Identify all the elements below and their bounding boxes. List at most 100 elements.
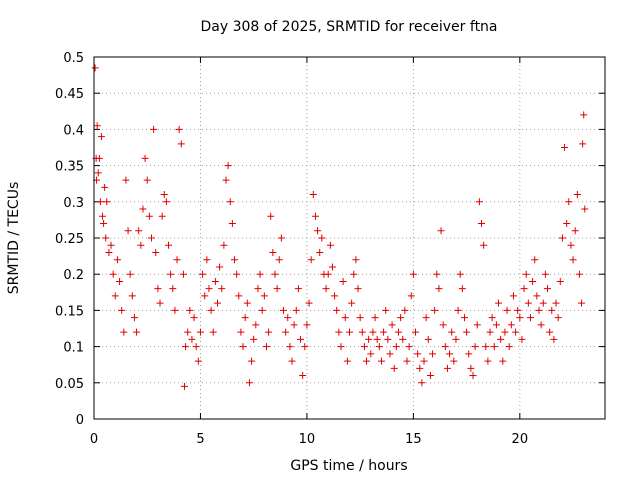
data-point bbox=[433, 270, 441, 278]
data-point bbox=[322, 285, 330, 293]
data-point bbox=[173, 256, 181, 264]
data-point bbox=[207, 306, 215, 314]
y-tick-label: 0.35 bbox=[55, 160, 84, 175]
data-point bbox=[213, 299, 221, 307]
data-point bbox=[558, 234, 566, 242]
y-tick-label: 0.1 bbox=[63, 341, 84, 356]
data-point bbox=[392, 343, 400, 351]
data-point bbox=[343, 357, 351, 365]
data-point bbox=[497, 335, 505, 343]
data-point bbox=[139, 205, 147, 213]
data-point bbox=[167, 270, 175, 278]
data-point bbox=[375, 343, 383, 351]
data-point bbox=[328, 263, 336, 271]
data-point bbox=[231, 256, 239, 264]
data-point bbox=[516, 314, 524, 322]
data-point bbox=[388, 321, 396, 329]
data-point bbox=[122, 176, 130, 184]
data-point bbox=[265, 328, 273, 336]
data-point bbox=[201, 292, 209, 300]
data-point bbox=[348, 299, 356, 307]
data-point bbox=[171, 306, 179, 314]
data-point bbox=[284, 314, 292, 322]
y-tick-label: 0.2 bbox=[63, 268, 84, 283]
data-point bbox=[537, 321, 545, 329]
data-point bbox=[331, 292, 339, 300]
data-point bbox=[365, 335, 373, 343]
data-point bbox=[309, 191, 317, 199]
data-point bbox=[522, 270, 530, 278]
data-point bbox=[539, 299, 547, 307]
data-point bbox=[397, 314, 405, 322]
data-point bbox=[352, 256, 360, 264]
data-point bbox=[412, 328, 420, 336]
data-point bbox=[91, 64, 99, 72]
data-point bbox=[520, 285, 528, 293]
data-point bbox=[277, 234, 285, 242]
data-point bbox=[486, 328, 494, 336]
data-point bbox=[180, 382, 188, 390]
data-point bbox=[450, 357, 458, 365]
y-tick-label: 0.25 bbox=[55, 232, 84, 247]
data-point bbox=[407, 292, 415, 300]
data-point bbox=[563, 220, 571, 228]
data-point bbox=[573, 191, 581, 199]
data-point bbox=[105, 248, 113, 256]
data-point bbox=[226, 198, 234, 206]
data-point bbox=[422, 314, 430, 322]
data-point bbox=[458, 285, 466, 293]
data-point bbox=[186, 306, 194, 314]
data-point bbox=[548, 306, 556, 314]
data-point bbox=[160, 191, 168, 199]
data-point bbox=[209, 328, 217, 336]
data-point bbox=[339, 277, 347, 285]
data-point bbox=[165, 241, 173, 249]
plot-frame bbox=[93, 56, 606, 420]
data-point bbox=[492, 321, 500, 329]
data-point bbox=[358, 328, 366, 336]
data-point bbox=[101, 183, 109, 191]
data-point bbox=[414, 350, 422, 358]
data-point bbox=[220, 241, 228, 249]
data-point bbox=[103, 198, 111, 206]
data-point bbox=[452, 335, 460, 343]
data-point bbox=[179, 270, 187, 278]
y-tick-label: 0.45 bbox=[55, 87, 84, 102]
data-point bbox=[373, 335, 381, 343]
data-point bbox=[512, 328, 520, 336]
data-point bbox=[150, 125, 158, 133]
data-point bbox=[420, 357, 428, 365]
data-point bbox=[541, 270, 549, 278]
x-tick-label: 0 bbox=[90, 432, 98, 447]
data-point bbox=[267, 212, 275, 220]
data-point bbox=[529, 277, 537, 285]
grid-lines bbox=[94, 57, 605, 419]
data-point bbox=[192, 343, 200, 351]
y-tick-label: 0.15 bbox=[55, 304, 84, 319]
y-tick-label: 0 bbox=[76, 413, 84, 428]
data-point bbox=[409, 270, 417, 278]
data-point bbox=[478, 220, 486, 228]
data-point bbox=[258, 306, 266, 314]
x-axis-label: GPS time / hours bbox=[290, 458, 407, 474]
data-point bbox=[503, 306, 511, 314]
data-point bbox=[301, 343, 309, 351]
data-point bbox=[418, 379, 426, 387]
data-point bbox=[405, 343, 413, 351]
data-point bbox=[561, 144, 569, 151]
data-point bbox=[294, 285, 302, 293]
data-point bbox=[245, 379, 253, 387]
data-point bbox=[124, 227, 132, 235]
data-point bbox=[260, 292, 268, 300]
data-point bbox=[469, 372, 477, 380]
data-point bbox=[384, 335, 392, 343]
data-point bbox=[354, 285, 362, 293]
data-point bbox=[484, 357, 492, 365]
data-point bbox=[350, 270, 358, 278]
data-point bbox=[467, 364, 475, 372]
data-point bbox=[228, 220, 236, 228]
data-point bbox=[128, 292, 136, 300]
y-tick-label: 0.3 bbox=[63, 196, 84, 211]
data-point bbox=[526, 314, 534, 322]
data-point bbox=[256, 270, 264, 278]
